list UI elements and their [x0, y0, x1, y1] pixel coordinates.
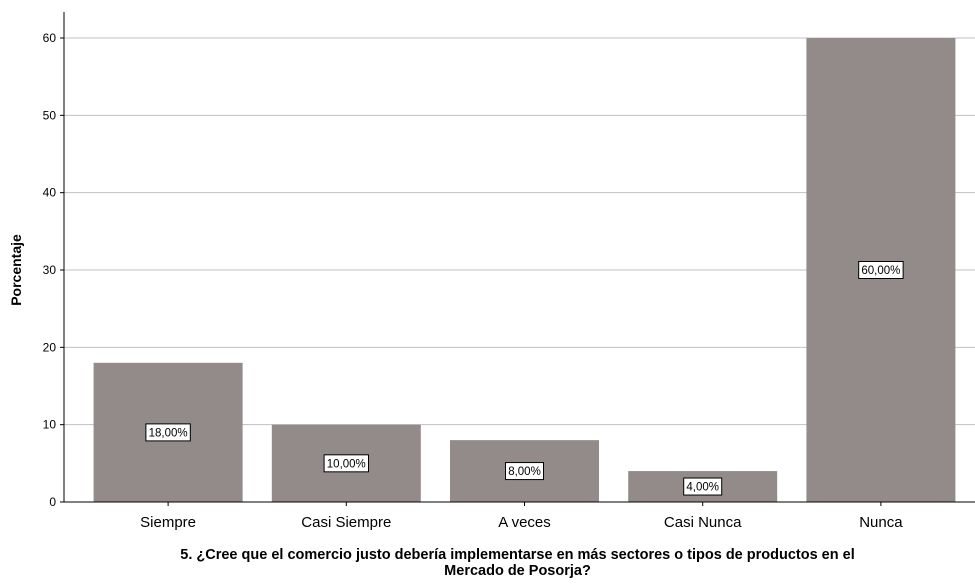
- data-label-box: [323, 454, 370, 473]
- data-label-box: [683, 477, 723, 496]
- data-label-box: [858, 261, 904, 279]
- y-tick-label: 20: [43, 340, 57, 354]
- x-tick-label: Siempre: [140, 514, 196, 531]
- x-tick-label: Casi Siempre: [301, 514, 391, 531]
- x-tick-label: Nunca: [859, 514, 903, 531]
- axes: 0 10 20 30 40 50 60 Siempre Casi Siempre A veces C…: [43, 12, 975, 531]
- y-tick-label: 60: [43, 31, 57, 45]
- y-tick-label: 40: [43, 186, 57, 200]
- y-tick-label: 30: [43, 263, 57, 277]
- x-tick-label: Casi Nunca: [664, 514, 742, 531]
- data-label-text: 4,00%: [686, 482, 719, 494]
- y-tick-label: 50: [43, 108, 57, 122]
- data-label-text: 10,00%: [327, 458, 366, 470]
- data-label-text: 60,00%: [861, 265, 900, 277]
- data-labels: 18,00% 10,00% 8,00% 4,00% 60,00%: [145, 261, 904, 496]
- data-label: 4,00%: [683, 477, 723, 496]
- data-label: 60,00%: [858, 261, 904, 279]
- data-label-box: [505, 462, 544, 481]
- data-label-text: 8,00%: [508, 466, 541, 478]
- x-axis-title: 5. ¿Cree que el comercio justo debería i…: [60, 547, 975, 579]
- data-label-box: [145, 423, 191, 442]
- data-label: 10,00%: [323, 454, 370, 473]
- y-tick-label: 0: [49, 495, 56, 509]
- x-axis-title-line-2: Mercado de Posorja?: [444, 563, 591, 579]
- x-axis-title-line-1: 5. ¿Cree que el comercio justo debería i…: [180, 547, 855, 563]
- data-label-text: 18,00%: [149, 427, 188, 439]
- data-label: 8,00%: [505, 462, 544, 481]
- y-axis-title: Porcentaje: [8, 234, 24, 306]
- data-label: 18,00%: [145, 423, 191, 442]
- x-tick-label: A veces: [498, 514, 551, 531]
- y-tick-label: 10: [43, 418, 57, 432]
